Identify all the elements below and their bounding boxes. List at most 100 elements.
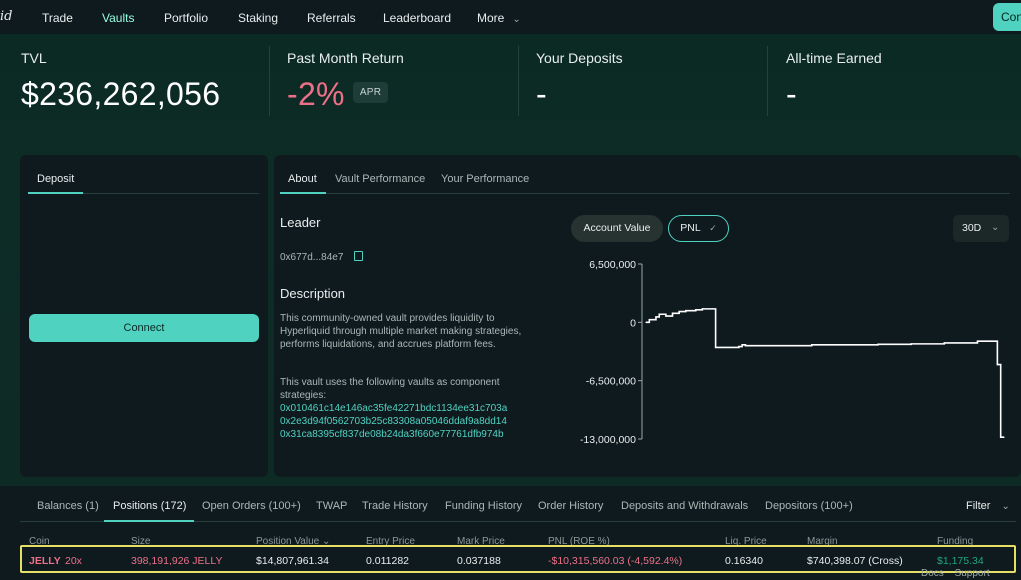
pnl-point: [685, 310, 687, 312]
stat-return: Past Month Return -2% APR: [287, 50, 404, 113]
chevron-down-icon: ⌄: [512, 14, 521, 25]
tab-bottom-0[interactable]: Balances (1): [37, 500, 99, 512]
range-value: 30D: [962, 222, 982, 234]
tab-bottom-3[interactable]: TWAP: [316, 500, 348, 512]
tab-bottom-8[interactable]: Depositors (100+): [765, 500, 853, 512]
pnl-label: PNL: [680, 222, 701, 234]
pnl-point: [993, 340, 995, 342]
nav-referrals[interactable]: Referrals: [307, 11, 356, 25]
pnl-point: [645, 321, 647, 323]
col-size[interactable]: Size: [131, 536, 151, 547]
y-tick-label: -13,000,000: [580, 434, 636, 446]
divider: [518, 46, 519, 116]
col-pnl[interactable]: PNL (ROE %): [548, 536, 610, 547]
pnl-point: [996, 363, 998, 366]
pnl-point: [910, 343, 912, 345]
y-tick-label: 0: [630, 317, 636, 329]
pnl-point: [701, 308, 703, 310]
tab-about[interactable]: About: [288, 173, 317, 185]
pnl-point: [976, 340, 979, 342]
tvl-value: $236,262,056: [21, 76, 221, 112]
tab-bottom-5[interactable]: Funding History: [445, 500, 523, 512]
col-position-value[interactable]: Position Value ⌄: [256, 536, 330, 547]
pnl-point: [877, 343, 879, 345]
connect-button[interactable]: Connect: [29, 314, 259, 342]
leader-label: Leader: [280, 215, 321, 230]
nav-more-label: More: [477, 11, 505, 25]
y-tick-label: 6,500,000: [589, 259, 636, 271]
earned-label: All-time Earned: [786, 50, 882, 66]
pnl-point: [754, 345, 756, 347]
component-vault-link[interactable]: 0x2e3d94f0562703b25c83308a05046ddaf9a8dd…: [280, 416, 507, 427]
stat-tvl: TVL $236,262,056: [21, 50, 220, 113]
copy-icon[interactable]: [353, 251, 363, 261]
tab-vault-performance[interactable]: Vault Performance: [335, 173, 426, 185]
tab-divider: [28, 193, 259, 194]
return-value-row: -2% APR: [287, 76, 404, 113]
cell-mark-price: 0.037188: [457, 555, 501, 567]
tvl-label: TVL: [21, 50, 47, 66]
cell-liq-price: 0.16340: [725, 555, 763, 567]
nav-portfolio[interactable]: Portfolio: [164, 11, 209, 25]
nav-vaults[interactable]: Vaults: [102, 11, 135, 25]
leader-row: 0x677d...84e7: [280, 247, 363, 265]
tab-bottom-1[interactable]: Positions (172): [113, 500, 187, 512]
pnl-point: [715, 346, 717, 349]
pnl-point: [665, 315, 667, 317]
col-liq-price[interactable]: Liq. Price: [725, 536, 767, 547]
positions-panel: [20, 486, 1021, 580]
divider: [767, 46, 768, 116]
col-mark-price[interactable]: Mark Price: [457, 536, 505, 547]
deposits-value: -: [536, 76, 547, 112]
cell-pnl: -$10,315,560.03 (-4,592.4%): [548, 555, 683, 567]
pnl-point: [1003, 436, 1005, 438]
cell-size: 398,191,926 JELLY: [131, 555, 223, 567]
tab-bottom-4[interactable]: Trade History: [362, 500, 428, 512]
return-label: Past Month Return: [287, 50, 404, 66]
tab-divider: [20, 521, 1016, 522]
nav-trade[interactable]: Trade: [42, 11, 73, 25]
component-vault-link[interactable]: 0x010461c14e146ac35fe42271bdc1134ee31c70…: [280, 403, 508, 414]
earned-value: -: [786, 76, 797, 112]
pnl-chart: 6,500,000 0 -6,500,000 -13,000,000: [580, 259, 1005, 446]
filter-dropdown[interactable]: Filter ⌄: [966, 500, 1010, 512]
tab-bottom-2[interactable]: Open Orders (100+): [202, 500, 301, 512]
cell-leverage: 20x: [65, 555, 82, 567]
account-value-toggle[interactable]: Account Value: [571, 215, 663, 242]
deposits-label: Your Deposits: [536, 50, 623, 66]
component-vault-link[interactable]: 0x31ca8395cf837de08b24da3f660e77761dfb97…: [280, 429, 504, 440]
pnl-point: [811, 344, 813, 346]
nav-leaderboard[interactable]: Leaderboard: [383, 11, 452, 25]
col-entry-price[interactable]: Entry Price: [366, 536, 415, 547]
chevron-down-icon: ⌄: [991, 222, 1000, 233]
connect-button-top[interactable]: Connect: [993, 3, 1021, 31]
tab-bottom-6[interactable]: Order History: [538, 500, 604, 512]
pnl-point: [1000, 436, 1002, 438]
apr-badge: APR: [352, 82, 389, 104]
tab-your-performance[interactable]: Your Performance: [441, 173, 530, 185]
vault-info-panel: [274, 155, 1021, 477]
stat-deposits: Your Deposits -: [536, 50, 623, 113]
pnl-toggle[interactable]: PNL ✓: [668, 215, 729, 242]
tab-bottom-7[interactable]: Deposits and Withdrawals: [621, 500, 749, 512]
component-intro: This vault uses the following vaults as …: [280, 377, 500, 401]
footer-docs[interactable]: Docs: [921, 568, 944, 579]
col-margin[interactable]: Margin: [807, 536, 838, 547]
cell-coin[interactable]: JELLY: [29, 555, 61, 567]
col-position-value-label: Position Value: [256, 536, 320, 547]
col-funding[interactable]: Funding: [937, 536, 974, 547]
pnl-point: [744, 345, 747, 347]
col-coin[interactable]: Coin: [29, 536, 50, 547]
pnl-series-line: [646, 308, 1004, 439]
nav-staking[interactable]: Staking: [238, 11, 279, 25]
tab-divider: [280, 193, 1010, 194]
range-select[interactable]: 30D ⌄: [953, 215, 1009, 242]
top-nav: id Trade Vaults Portfolio Staking Referr…: [0, 0, 1021, 34]
stat-earned: All-time Earned -: [786, 50, 882, 113]
logo[interactable]: id: [0, 9, 13, 24]
footer-support[interactable]: Support: [954, 568, 990, 579]
nav-more[interactable]: More ⌄: [477, 11, 521, 25]
tab-deposit[interactable]: Deposit: [37, 173, 75, 185]
tab-indicator: [280, 192, 326, 194]
pnl-point: [671, 312, 674, 314]
